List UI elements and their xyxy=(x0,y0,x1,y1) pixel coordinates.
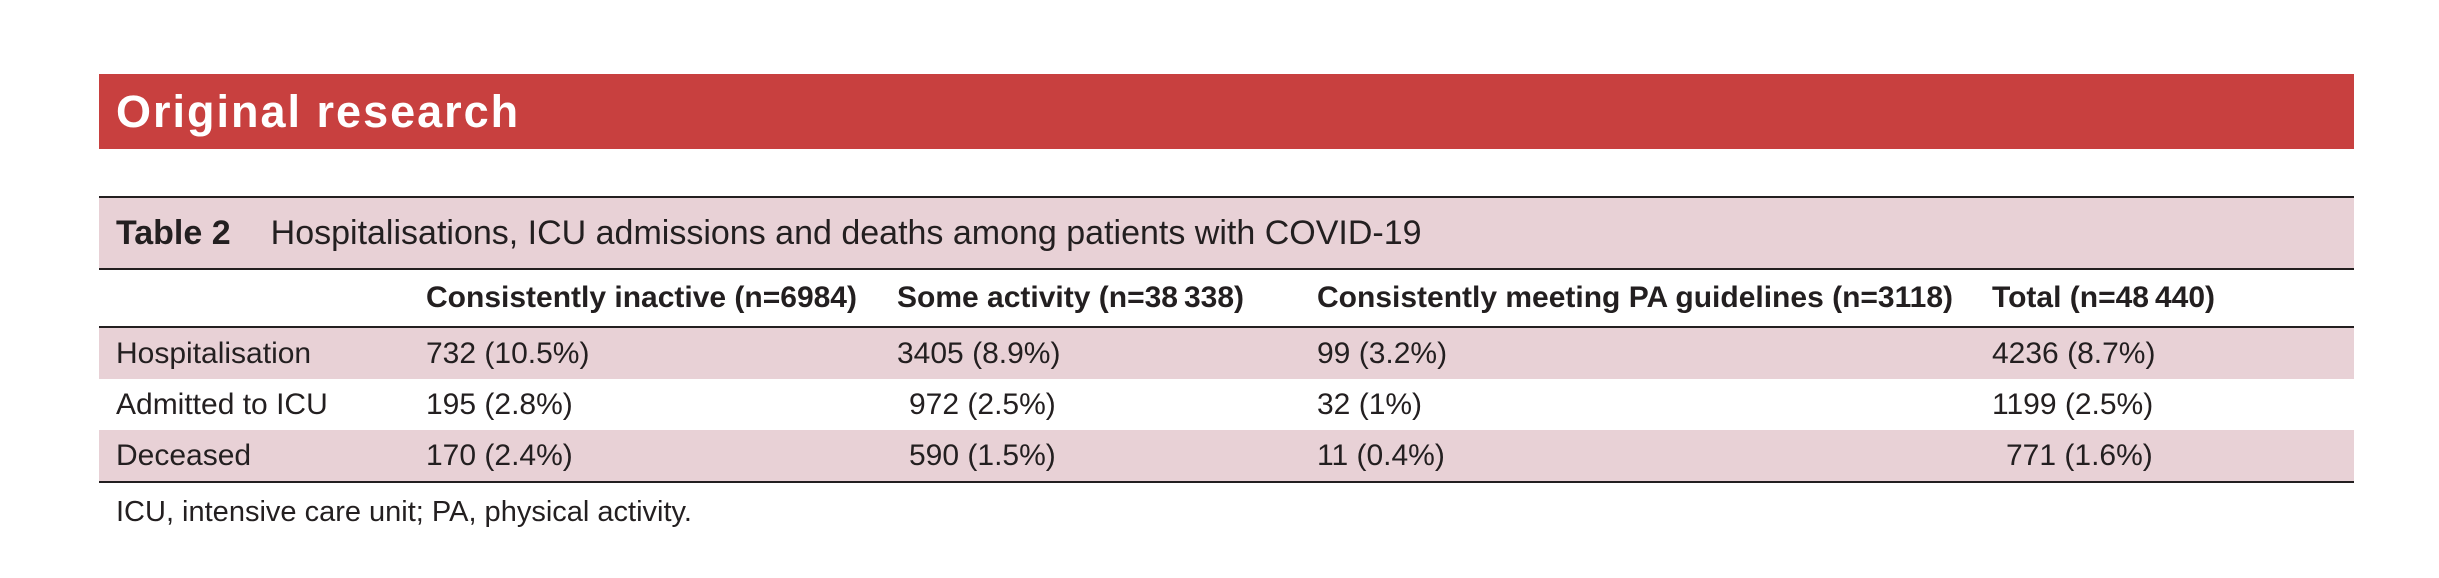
table-cell: 32 (1%) xyxy=(1317,387,1423,421)
table-header-row: Consistently inactive (n=6984) Some acti… xyxy=(99,270,2354,328)
table-caption-text: Hospitalisations, ICU admissions and dea… xyxy=(270,213,1422,252)
table-row: Deceased 170 (2.4%) 590 (1.5%) 11 (0.4%)… xyxy=(99,430,2354,483)
data-table: Table 2 Hospitalisations, ICU admissions… xyxy=(99,196,2354,483)
row-label: Deceased xyxy=(116,438,252,472)
table-cell: 4236 (8.7%) xyxy=(1992,336,2156,370)
table-cell: 1199 (2.5%) xyxy=(1992,387,2154,421)
row-label: Hospitalisation xyxy=(116,336,312,370)
table-footnote: ICU, intensive care unit; PA, physical a… xyxy=(116,496,692,528)
table-row: Admitted to ICU 195 (2.8%) 972 (2.5%) 32… xyxy=(99,379,2354,430)
column-header: Total (n=48 440) xyxy=(1992,281,2216,314)
table-cell: 170 (2.4%) xyxy=(426,438,573,472)
table-cell: 972 (2.5%) xyxy=(909,387,1056,421)
section-banner: Original research xyxy=(99,74,2354,149)
column-header: Some activity (n=38 338) xyxy=(897,281,1245,314)
table-cell: 590 (1.5%) xyxy=(909,438,1056,472)
table-cell: 11 (0.4%) xyxy=(1317,438,1445,472)
banner-title: Original research xyxy=(116,85,521,137)
table-row: Hospitalisation 732 (10.5%) 3405 (8.9%) … xyxy=(99,328,2354,379)
column-header: Consistently meeting PA guidelines (n=31… xyxy=(1317,281,1953,314)
table-caption: Table 2 Hospitalisations, ICU admissions… xyxy=(99,196,2354,270)
table-label: Table 2 xyxy=(116,213,231,252)
table-cell: 732 (10.5%) xyxy=(426,336,590,370)
table-cell: 99 (3.2%) xyxy=(1317,336,1448,370)
row-label: Admitted to ICU xyxy=(116,387,328,421)
table-cell: 771 (1.6%) xyxy=(2006,438,2153,472)
column-header: Consistently inactive (n=6984) xyxy=(426,281,857,314)
table-cell: 195 (2.8%) xyxy=(426,387,573,421)
table-cell: 3405 (8.9%) xyxy=(897,336,1061,370)
